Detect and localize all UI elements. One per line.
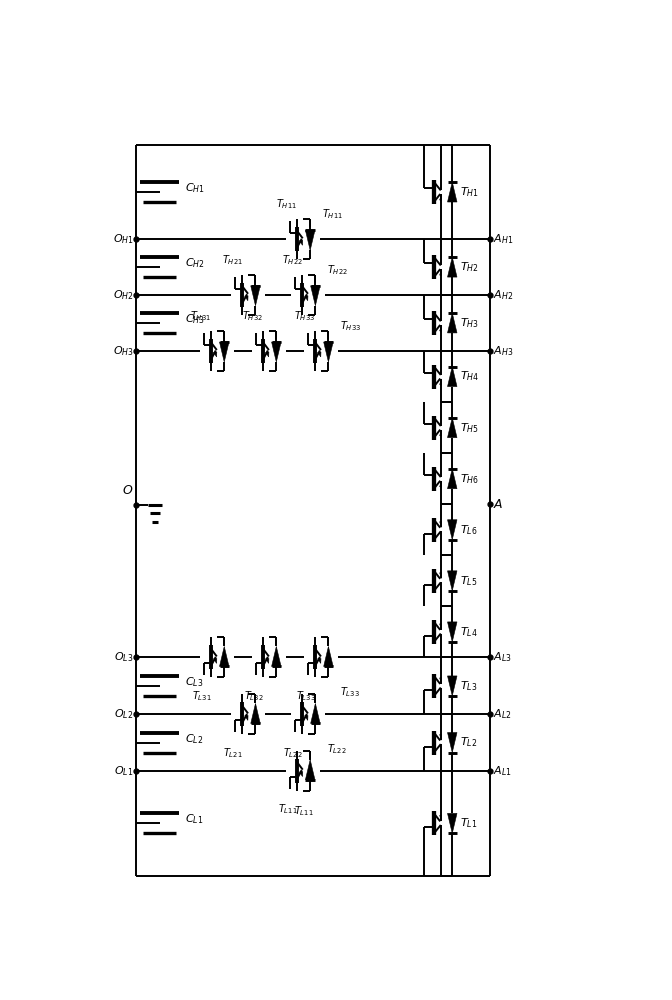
Polygon shape (439, 325, 442, 331)
Polygon shape (439, 194, 442, 200)
Polygon shape (448, 469, 457, 489)
Text: $C_{L1}$: $C_{L1}$ (185, 813, 203, 826)
Text: $T_{L31}$: $T_{L31}$ (192, 689, 212, 703)
Text: $C_{H1}$: $C_{H1}$ (185, 181, 204, 195)
Polygon shape (300, 240, 302, 245)
Polygon shape (439, 815, 442, 821)
Text: $T_{L21}$: $T_{L21}$ (223, 746, 243, 760)
Polygon shape (271, 646, 281, 666)
Polygon shape (439, 269, 442, 275)
Text: $A_{L1}$: $A_{L1}$ (493, 764, 511, 778)
Polygon shape (439, 430, 442, 436)
Polygon shape (324, 342, 333, 362)
Polygon shape (220, 646, 229, 666)
Text: $T_{H5}$: $T_{H5}$ (460, 421, 478, 435)
Polygon shape (304, 296, 308, 301)
Text: $T_{L3}$: $T_{L3}$ (460, 679, 477, 693)
Polygon shape (214, 352, 217, 357)
Polygon shape (439, 624, 442, 630)
Polygon shape (439, 734, 442, 740)
Text: $T_{L6}$: $T_{L6}$ (460, 523, 477, 537)
Polygon shape (439, 572, 442, 578)
Polygon shape (448, 571, 457, 591)
Text: $A_{L3}$: $A_{L3}$ (493, 651, 511, 664)
Polygon shape (439, 481, 442, 487)
Text: $A_{L2}$: $A_{L2}$ (493, 708, 511, 721)
Polygon shape (271, 342, 281, 362)
Text: $A$: $A$ (493, 498, 503, 511)
Text: $O_{H2}$: $O_{H2}$ (113, 288, 134, 302)
Polygon shape (306, 230, 315, 250)
Polygon shape (214, 658, 217, 663)
Polygon shape (265, 658, 269, 663)
Polygon shape (306, 760, 315, 780)
Text: $T_{L33}$: $T_{L33}$ (296, 689, 316, 703)
Text: $T_{H11}$: $T_{H11}$ (276, 198, 297, 211)
Text: $T_{L2}$: $T_{L2}$ (460, 736, 477, 749)
Text: $T_{H1}$: $T_{H1}$ (460, 185, 478, 199)
Polygon shape (318, 658, 321, 663)
Text: $C_{L2}$: $C_{L2}$ (185, 732, 203, 746)
Polygon shape (251, 286, 260, 306)
Polygon shape (448, 733, 457, 753)
Text: $T_{H6}$: $T_{H6}$ (460, 472, 478, 486)
Text: $T_{H32}$: $T_{H32}$ (243, 309, 263, 323)
Text: $C_{H3}$: $C_{H3}$ (185, 312, 204, 326)
Polygon shape (448, 622, 457, 642)
Text: $C_{H2}$: $C_{H2}$ (185, 256, 204, 270)
Polygon shape (245, 296, 248, 301)
Text: $T_{L5}$: $T_{L5}$ (460, 574, 477, 588)
Text: $T_{H21}$: $T_{H21}$ (222, 253, 243, 267)
Text: $T_{L33}$: $T_{L33}$ (341, 685, 360, 699)
Polygon shape (245, 715, 248, 720)
Polygon shape (220, 342, 229, 362)
Text: $O_{L1}$: $O_{L1}$ (114, 764, 134, 778)
Polygon shape (448, 182, 457, 202)
Text: $T_{L32}$: $T_{L32}$ (244, 689, 263, 703)
Polygon shape (304, 715, 308, 720)
Text: $T_{L4}$: $T_{L4}$ (460, 625, 477, 639)
Polygon shape (448, 813, 457, 833)
Polygon shape (448, 367, 457, 387)
Text: $T_{H31}$: $T_{H31}$ (190, 309, 212, 323)
Polygon shape (310, 286, 320, 306)
Polygon shape (448, 520, 457, 540)
Polygon shape (439, 678, 442, 684)
Polygon shape (265, 352, 269, 357)
Text: $T_{H4}$: $T_{H4}$ (460, 370, 479, 383)
Text: $A_{H2}$: $A_{H2}$ (493, 288, 513, 302)
Polygon shape (439, 379, 442, 385)
Text: $C_{L3}$: $C_{L3}$ (185, 675, 203, 689)
Text: $T_{H11}$: $T_{H11}$ (323, 208, 343, 221)
Polygon shape (300, 772, 302, 777)
Text: $T_{H22}$: $T_{H22}$ (327, 263, 349, 277)
Text: $O_{L2}$: $O_{L2}$ (114, 708, 134, 721)
Text: $A_{H1}$: $A_{H1}$ (493, 232, 513, 246)
Text: $T_{H22}$: $T_{H22}$ (282, 253, 302, 267)
Text: $T_{H2}$: $T_{H2}$ (460, 260, 478, 274)
Polygon shape (324, 646, 333, 666)
Polygon shape (251, 703, 260, 723)
Text: $A_{H3}$: $A_{H3}$ (493, 344, 513, 358)
Polygon shape (439, 521, 442, 527)
Polygon shape (448, 418, 457, 438)
Text: $T_{L1}$: $T_{L1}$ (460, 816, 477, 830)
Text: $T_{L22}$: $T_{L22}$ (283, 746, 302, 760)
Text: $T_{L11}$: $T_{L11}$ (278, 803, 297, 816)
Text: $O_{L3}$: $O_{L3}$ (114, 651, 134, 664)
Polygon shape (448, 313, 457, 333)
Text: $O_{H1}$: $O_{H1}$ (113, 232, 134, 246)
Text: $T_{L22}$: $T_{L22}$ (327, 742, 347, 756)
Text: $T_{H33}$: $T_{H33}$ (341, 319, 362, 333)
Text: $T_{H3}$: $T_{H3}$ (460, 316, 478, 330)
Polygon shape (448, 257, 457, 277)
Polygon shape (318, 352, 321, 357)
Polygon shape (448, 676, 457, 696)
Text: $T_{L11}$: $T_{L11}$ (294, 805, 314, 818)
Text: $T_{H33}$: $T_{H33}$ (294, 309, 316, 323)
Text: $O_{H3}$: $O_{H3}$ (113, 344, 134, 358)
Polygon shape (310, 703, 320, 723)
Text: $O$: $O$ (122, 484, 134, 497)
